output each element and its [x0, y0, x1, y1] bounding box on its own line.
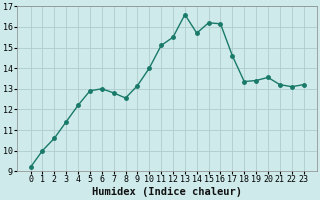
X-axis label: Humidex (Indice chaleur): Humidex (Indice chaleur): [92, 187, 242, 197]
